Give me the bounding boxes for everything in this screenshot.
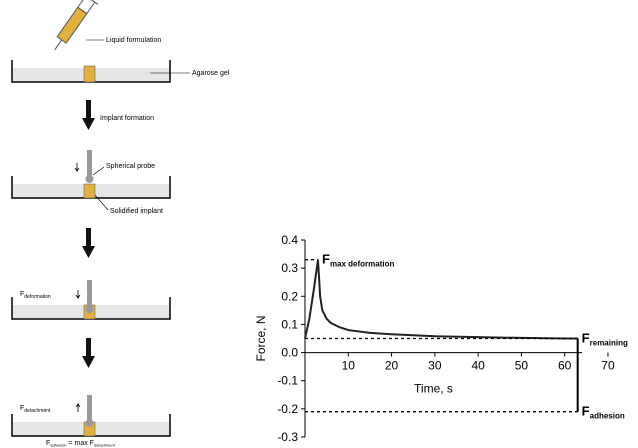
- label: Implant formation: [100, 115, 154, 122]
- implant: [83, 183, 96, 199]
- y-tick-label: -0.1: [277, 374, 298, 388]
- label: Liquid formulation: [106, 37, 161, 44]
- y-tick-label: 0.2: [281, 289, 298, 303]
- annotation-label: Fmax deformation: [322, 252, 395, 269]
- annotation-sub: remaining: [590, 339, 628, 348]
- y-tick-label: 0.4: [281, 233, 298, 247]
- implant: [83, 65, 96, 83]
- annotation-sub: max deformation: [330, 260, 395, 269]
- annotation-sub: adhesion: [590, 412, 625, 421]
- probe-tip: [85, 175, 94, 183]
- y-tick-label: 0.3: [281, 261, 298, 275]
- x-tick-label: 20: [385, 359, 399, 373]
- y-axis-label: Force, N: [254, 315, 268, 361]
- x-tick-label: 70: [601, 359, 615, 373]
- annotation-f: F: [322, 252, 330, 267]
- x-tick-label: 10: [342, 359, 356, 373]
- arrow: [82, 100, 95, 130]
- label: Agarose gel: [192, 70, 230, 77]
- y-tick-label: 0.0: [281, 346, 298, 360]
- formula: Fadhesion = max Fdetachment: [46, 440, 116, 448]
- x-axis-label: Time, s: [414, 382, 453, 396]
- probe: [87, 280, 92, 308]
- probe: [87, 395, 92, 423]
- label: Fdetachment: [20, 405, 51, 414]
- label: Fdeformation: [20, 291, 51, 300]
- x-tick-label: 50: [515, 359, 529, 373]
- y-tick-label: 0.1: [281, 317, 298, 331]
- annotation-label: Fremaining: [582, 331, 628, 348]
- x-tick-label: 60: [558, 359, 572, 373]
- x-tick-label: 40: [471, 359, 485, 373]
- annotation-label: Fadhesion: [582, 404, 625, 421]
- chart: 0.4 0.3 0.2 0.1 0.0 -0.1 -0.2 -0.3 10 20 30 40 50 60 7…: [254, 233, 628, 444]
- line: [304, 259, 578, 340]
- label: Solidified implant: [110, 208, 163, 215]
- annotation-f: F: [582, 331, 590, 346]
- syringe: [54, 0, 99, 51]
- arrow: [82, 228, 95, 258]
- y-tick-label: -0.2: [277, 402, 298, 416]
- x-tick-label: 30: [428, 359, 442, 373]
- arrow: [82, 338, 95, 368]
- y-tick-label: -0.3: [277, 430, 298, 444]
- label: Spherical probe: [106, 163, 155, 170]
- annotation-f: F: [582, 404, 590, 419]
- probe: [87, 150, 92, 178]
